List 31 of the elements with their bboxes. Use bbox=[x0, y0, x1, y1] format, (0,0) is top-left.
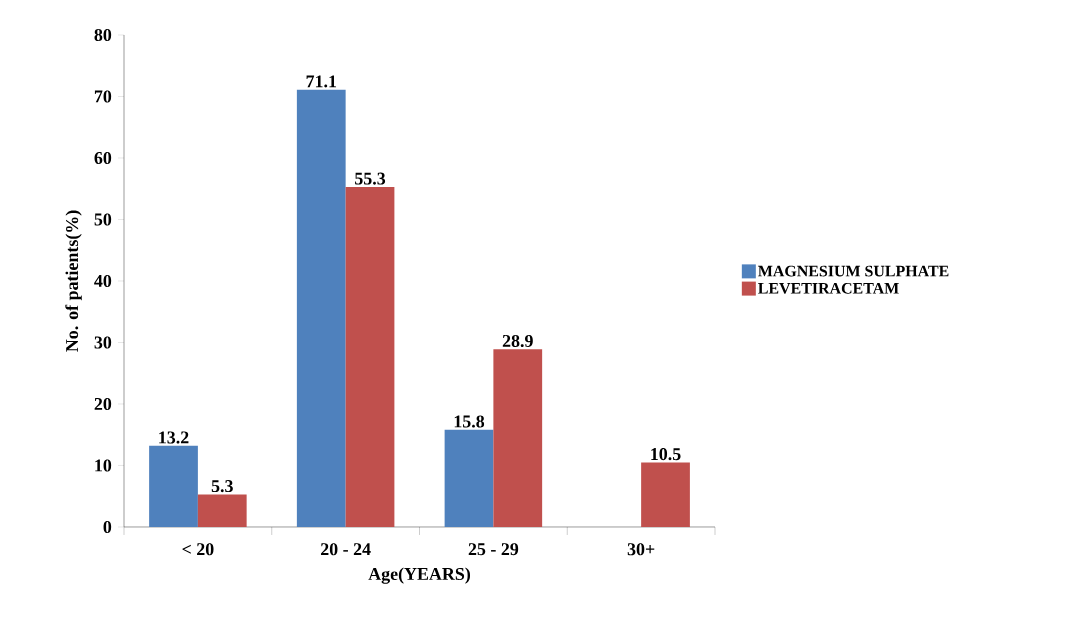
y-tick-label: 70 bbox=[94, 90, 112, 103]
bar bbox=[296, 89, 346, 527]
x-axis-title: Age(YEARS) bbox=[368, 567, 471, 584]
data-label: 28.9 bbox=[502, 334, 533, 348]
data-label: 5.3 bbox=[211, 480, 233, 493]
y-tick-label: 10 bbox=[95, 459, 112, 472]
y-tick-label: 20 bbox=[94, 397, 112, 411]
y-tick-label: 50 bbox=[94, 213, 112, 226]
bar bbox=[149, 445, 198, 527]
bar bbox=[197, 494, 247, 527]
legend-label: LEVETIRACETAM bbox=[758, 282, 899, 294]
data-label: 10.5 bbox=[651, 448, 681, 461]
x-tick-label: 30+ bbox=[627, 543, 655, 556]
data-label: 55.3 bbox=[355, 172, 386, 185]
bar bbox=[444, 429, 494, 527]
y-tick-label: 60 bbox=[94, 151, 112, 165]
data-label: 13.2 bbox=[159, 431, 189, 444]
y-tick-label: 30 bbox=[94, 336, 112, 349]
x-tick-label: < 20 bbox=[182, 543, 214, 556]
x-tick-label: 25 - 29 bbox=[468, 543, 519, 556]
y-axis-title: No. of patients(%) bbox=[65, 210, 82, 352]
x-tick-label: 20 - 24 bbox=[320, 543, 371, 556]
data-label: 71.1 bbox=[306, 75, 337, 88]
y-tick-label: 40 bbox=[94, 274, 112, 288]
bar bbox=[493, 349, 543, 527]
data-label: 15.8 bbox=[454, 415, 485, 428]
bar bbox=[641, 462, 690, 527]
bar bbox=[345, 186, 395, 527]
legend-label: MAGNESIUM SULPHATE bbox=[758, 265, 949, 277]
y-tick-label: 0 bbox=[103, 520, 112, 534]
y-tick-label: 80 bbox=[94, 28, 112, 42]
